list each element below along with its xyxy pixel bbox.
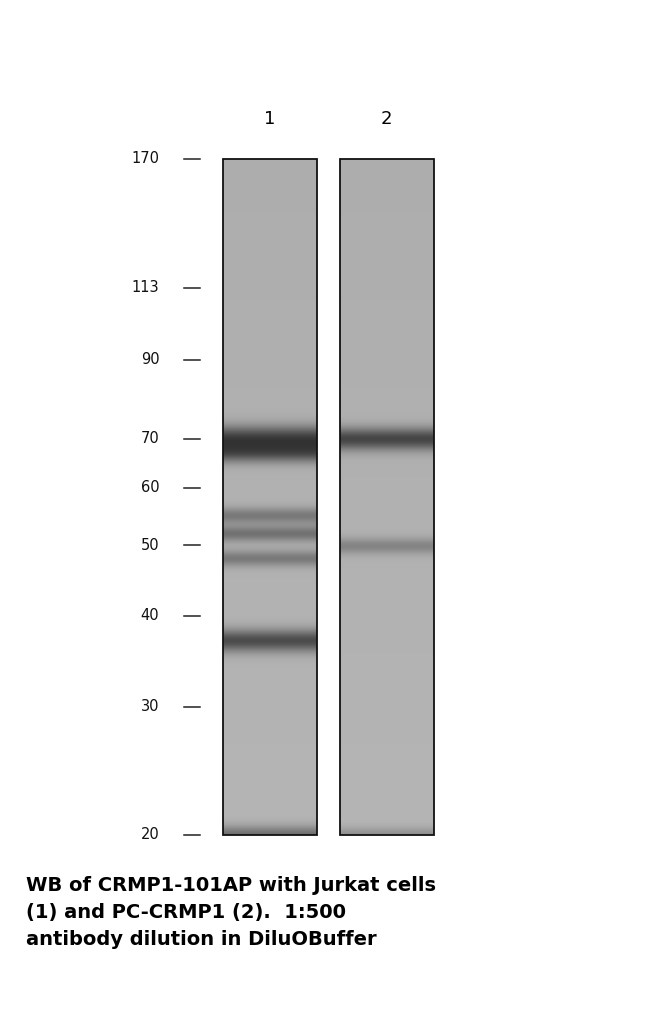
Text: 40: 40 xyxy=(140,608,159,624)
Bar xyxy=(340,159,434,835)
Text: 2: 2 xyxy=(381,110,393,128)
Text: 113: 113 xyxy=(131,281,159,295)
Text: 50: 50 xyxy=(140,538,159,553)
Text: 70: 70 xyxy=(140,431,159,446)
Text: 170: 170 xyxy=(131,152,159,166)
Bar xyxy=(223,159,317,835)
Text: 90: 90 xyxy=(140,352,159,367)
Text: 60: 60 xyxy=(140,480,159,496)
Text: 30: 30 xyxy=(141,699,159,714)
Text: 20: 20 xyxy=(140,827,159,842)
Text: 1: 1 xyxy=(264,110,276,128)
Text: WB of CRMP1-101AP with Jurkat cells
(1) and PC-CRMP1 (2).  1:500
antibody diluti: WB of CRMP1-101AP with Jurkat cells (1) … xyxy=(26,876,436,949)
